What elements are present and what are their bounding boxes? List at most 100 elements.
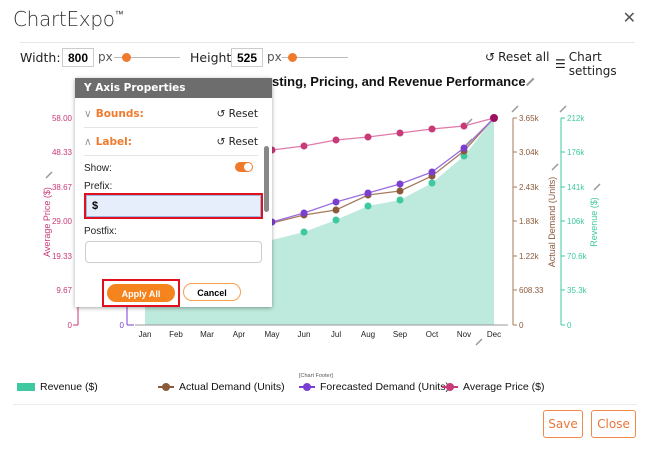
svg-text:3.04k: 3.04k: [519, 148, 540, 157]
panel-scrollbar[interactable]: [264, 104, 270, 267]
height-label: Height:: [190, 50, 236, 65]
sliders-icon: ☰: [555, 57, 566, 71]
chart-footer-placeholder[interactable]: [Chart Footer]: [299, 373, 333, 379]
svg-text:Jan: Jan: [139, 330, 152, 339]
legend-item-actual-demand[interactable]: Actual Demand (Units): [158, 381, 285, 393]
save-button[interactable]: Save: [543, 410, 583, 438]
svg-text:Feb: Feb: [169, 330, 183, 339]
prefix-input[interactable]: [86, 195, 261, 217]
svg-text:Apr: Apr: [233, 330, 246, 339]
cancel-button[interactable]: Cancel: [183, 283, 241, 301]
prefix-label: Prefix:: [84, 181, 113, 192]
label-toggle[interactable]: ∧ Label:: [84, 136, 132, 148]
svg-text:608.33: 608.33: [519, 286, 544, 295]
panel-title: Y Axis Properties: [75, 78, 272, 98]
svg-text:19.33: 19.33: [52, 252, 73, 261]
height-input[interactable]: [231, 48, 263, 67]
bounds-label: Bounds:: [95, 108, 144, 120]
height-slider-knob[interactable]: [288, 53, 297, 62]
width-label: Width:: [20, 50, 61, 65]
width-input[interactable]: [62, 48, 94, 67]
svg-text:1.83k: 1.83k: [519, 217, 540, 226]
svg-text:9.67: 9.67: [56, 286, 72, 295]
trademark: ™: [114, 10, 124, 20]
svg-text:Actual Demand (Units): Actual Demand (Units): [547, 177, 557, 268]
svg-text:1.22k: 1.22k: [519, 252, 540, 261]
chart-settings-label: Chart settings: [568, 50, 617, 78]
svg-text:70.6k: 70.6k: [567, 252, 588, 261]
label-reset-button[interactable]: ↺ Reset: [217, 136, 259, 148]
chevron-down-icon: ∨: [84, 108, 92, 120]
svg-text:48.33: 48.33: [52, 148, 73, 157]
svg-text:38.67: 38.67: [52, 183, 73, 192]
height-slider[interactable]: [282, 53, 348, 62]
svg-text:Average Price ($): Average Price ($): [42, 187, 52, 257]
legend-marker-actual: [158, 383, 174, 391]
legend-label: Revenue ($): [40, 381, 98, 393]
apply-all-button[interactable]: Apply All: [107, 284, 175, 302]
divider: [20, 42, 635, 43]
legend-item-forecasted-demand[interactable]: Forecasted Demand (Units): [299, 381, 449, 393]
svg-text:35.3k: 35.3k: [567, 286, 588, 295]
average-price-line: [271, 117, 495, 151]
svg-text:106k: 106k: [567, 217, 585, 226]
svg-text:Mar: Mar: [200, 330, 214, 339]
svg-text:141k: 141k: [567, 183, 585, 192]
close-button[interactable]: Close: [591, 410, 636, 438]
label-section[interactable]: ∧ Label: ↺ Reset: [84, 128, 258, 156]
svg-text:May: May: [264, 330, 279, 339]
chart-title[interactable]: sting, Pricing, and Revenue Performance: [272, 74, 526, 89]
y-axis-properties-panel: Y Axis Properties ∨ Bounds: ↺ Reset ∧ Labe…: [75, 78, 272, 307]
svg-text:0: 0: [68, 321, 73, 330]
bounds-reset-button[interactable]: ↺ Reset: [217, 108, 259, 120]
bounds-section[interactable]: ∨ Bounds: ↺ Reset: [84, 100, 258, 128]
reset-icon: ↺: [485, 50, 496, 64]
svg-text:212k: 212k: [567, 114, 585, 123]
close-icon[interactable]: ✕: [622, 8, 636, 27]
svg-text:176k: 176k: [567, 148, 585, 157]
width-slider[interactable]: [114, 53, 180, 62]
height-unit: px: [267, 50, 282, 64]
show-toggle[interactable]: [235, 162, 253, 172]
width-slider-knob[interactable]: [122, 53, 131, 62]
svg-text:29.00: 29.00: [52, 217, 73, 226]
svg-text:Revenue ($): Revenue ($): [589, 197, 599, 247]
scrollbar-thumb[interactable]: [264, 146, 269, 212]
reset-all-button[interactable]: ↺ Reset all: [485, 50, 549, 64]
svg-text:Aug: Aug: [361, 330, 375, 339]
bounds-toggle[interactable]: ∨ Bounds:: [84, 108, 144, 120]
svg-text:Nov: Nov: [457, 330, 471, 339]
svg-text:2.43k: 2.43k: [519, 183, 540, 192]
svg-text:Jun: Jun: [298, 330, 311, 339]
label-reset-label: Reset: [228, 136, 258, 148]
legend-item-average-price[interactable]: Average Price ($): [442, 381, 545, 393]
legend-label: Average Price ($): [463, 381, 545, 393]
svg-text:0: 0: [120, 321, 125, 330]
toolbar: Width: px Height: px ↺Reset all ☰Chart s…: [20, 48, 636, 78]
apply-all-highlight: Apply All: [102, 279, 180, 307]
postfix-label: Postfix:: [84, 226, 117, 237]
actual-demand-line: [271, 117, 495, 224]
bounds-reset-label: Reset: [228, 108, 258, 120]
legend-item-revenue[interactable]: Revenue ($): [17, 381, 98, 393]
label-section-label: Label:: [95, 136, 132, 148]
width-unit: px: [98, 50, 113, 64]
legend-marker-forecast: [299, 383, 315, 391]
reset-icon: ↺: [216, 136, 226, 148]
revenue-points: [300, 152, 468, 236]
svg-text:Oct: Oct: [426, 330, 439, 339]
postfix-input[interactable]: [85, 241, 262, 263]
legend-label: Forecasted Demand (Units): [320, 381, 449, 393]
svg-text:Jul: Jul: [331, 330, 341, 339]
svg-text:0: 0: [519, 321, 524, 330]
legend-swatch-revenue: [17, 383, 35, 391]
reset-icon: ↺: [216, 108, 226, 120]
chart-settings-button[interactable]: ☰ Chart settings: [555, 50, 636, 78]
chevron-up-icon: ∧: [84, 136, 92, 148]
svg-text:3.65k: 3.65k: [519, 114, 540, 123]
app-title-text: ChartExpo: [13, 7, 115, 31]
show-label: Show:: [84, 163, 112, 174]
prefix-highlight: [84, 193, 263, 219]
forecast-demand-line: [271, 117, 495, 223]
svg-text:58.00: 58.00: [52, 114, 73, 123]
